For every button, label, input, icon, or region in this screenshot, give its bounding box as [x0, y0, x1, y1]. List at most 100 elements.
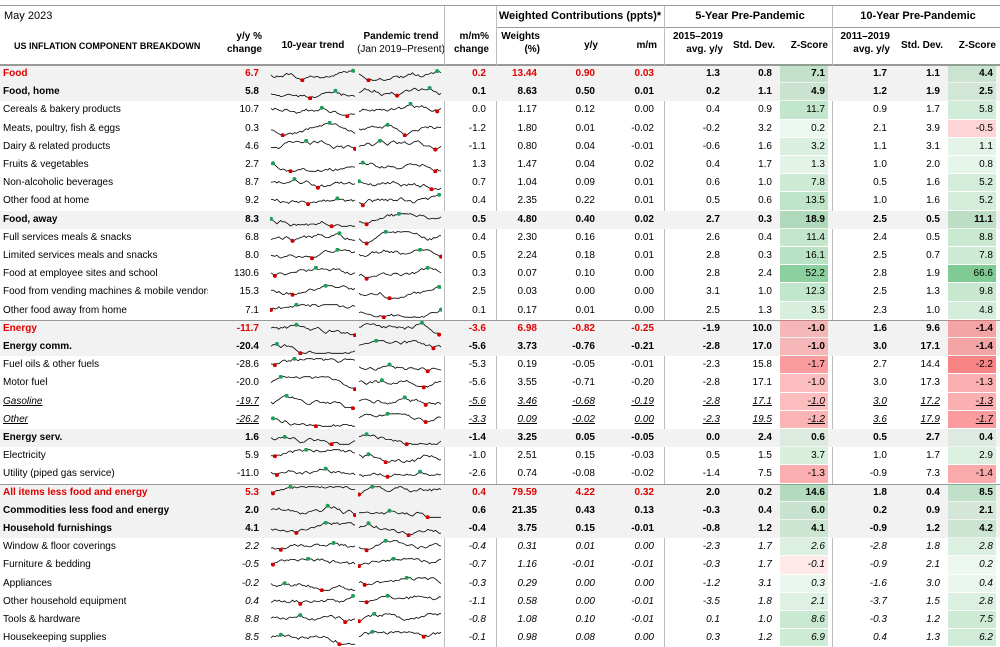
- yy-change: 4.1: [245, 523, 259, 534]
- sparkline-high-marker: [439, 307, 442, 312]
- avg-10y: 1.0: [873, 159, 887, 170]
- avg-5y: 2.5: [706, 304, 720, 316]
- weighted-mm: 0.00: [634, 268, 654, 280]
- sd-5y: 0.4: [758, 231, 772, 243]
- mm-change: 0.5: [472, 250, 486, 261]
- pandemic-trend-sparkline: [358, 378, 442, 390]
- sd-10y: 3.1: [926, 140, 940, 152]
- pandemic-trend-sparkline: [358, 452, 442, 465]
- avg-10y: -0.9: [869, 523, 887, 534]
- zscore-10y: 2.1: [948, 501, 996, 519]
- zscore-10y: -1.3: [948, 392, 996, 410]
- sparkline-high-marker: [292, 177, 297, 182]
- sd-5y: 1.7: [758, 541, 772, 553]
- pandemic-trend-sparkline: [358, 432, 442, 446]
- zscore-5y: 12.3: [780, 283, 828, 301]
- weighted-yy: 0.16: [575, 231, 595, 243]
- avg-10y: 1.2: [873, 86, 887, 98]
- avg-5y: 3.1: [706, 286, 720, 298]
- sparkline-high-marker: [437, 285, 442, 290]
- zscore-5y: -1.2: [780, 410, 828, 428]
- weight: 1.16: [517, 559, 537, 571]
- ten-year-trend-sparkline: [270, 521, 356, 535]
- zscore-10y: 5.2: [948, 192, 996, 210]
- weighted-yy: 0.01: [575, 541, 595, 553]
- sparkline-path: [270, 468, 356, 476]
- row-label: Food: [3, 68, 28, 79]
- sd-10y: 1.8: [926, 541, 940, 553]
- sparkline-high-marker: [385, 122, 390, 127]
- sparkline-high-marker: [274, 341, 279, 346]
- ten-year-trend-sparkline: [270, 416, 356, 428]
- zscore-5y: 0.3: [780, 574, 828, 592]
- weighted-yy: -0.76: [572, 341, 595, 352]
- pandemic-trend-sparkline: [358, 339, 442, 351]
- ten-year-trend-sparkline: [270, 161, 356, 173]
- col-5y-avg-header-1: 2015–2019: [672, 31, 723, 42]
- mm-change: -0.3: [468, 577, 486, 589]
- yy-change: -0.2: [241, 577, 259, 589]
- zscore-5y: -0.1: [780, 556, 828, 574]
- sparkline-low-marker: [385, 475, 390, 480]
- sparkline-path: [358, 308, 442, 318]
- sparkline-low-marker: [387, 296, 392, 301]
- sparkline-path: [270, 595, 356, 605]
- sparkline-high-marker: [292, 357, 297, 361]
- sparkline-high-marker: [323, 466, 328, 471]
- yy-change: -19.7: [236, 395, 259, 407]
- weight: 0.58: [517, 595, 537, 607]
- weighted-mm: 0.00: [634, 104, 654, 116]
- pandemic-trend-sparkline: [358, 229, 442, 246]
- mm-change: 0.7: [472, 177, 486, 189]
- sparkline-low-marker: [298, 351, 303, 355]
- weighted-yy: 0.08: [575, 632, 595, 644]
- sparkline-high-marker: [425, 266, 430, 270]
- yy-change: 4.6: [245, 140, 259, 152]
- sparkline-low-marker: [435, 109, 440, 114]
- zscore-10y: 4.2: [948, 520, 996, 538]
- weighted-mm: 0.00: [634, 286, 654, 298]
- zscore-10y: 0.4: [948, 429, 996, 447]
- avg-5y: -2.8: [702, 395, 720, 407]
- avg-5y: 2.7: [706, 213, 720, 225]
- sparkline-path: [358, 540, 442, 551]
- mm-change: 0.6: [472, 504, 486, 516]
- weighted-yy: 0.01: [575, 304, 595, 316]
- sparkline-low-marker: [395, 93, 400, 98]
- zscore-10y: -1.7: [948, 410, 996, 428]
- sparkline-low-marker: [423, 402, 428, 407]
- pandemic-trend-sparkline: [358, 320, 442, 337]
- sparkline-path: [358, 140, 442, 150]
- yy-change: 9.2: [245, 195, 259, 207]
- sparkline-path: [358, 286, 442, 300]
- mm-change: 0.5: [472, 213, 486, 225]
- weight: 0.03: [517, 286, 537, 298]
- sparkline-path: [358, 340, 442, 349]
- weighted-yy: 0.15: [575, 450, 595, 462]
- sd-10y: 1.7: [926, 104, 940, 116]
- sparkline-path: [270, 90, 356, 99]
- sd-10y: 2.7: [926, 432, 940, 443]
- pandemic-trend-sparkline: [358, 630, 442, 639]
- zscore-10y: 2.9: [948, 447, 996, 465]
- avg-10y: 0.5: [873, 177, 887, 189]
- weighted-yy: 0.10: [575, 268, 595, 280]
- pandemic-trend-sparkline: [358, 508, 441, 519]
- ten-year-trend-sparkline: [270, 466, 356, 478]
- sd-5y: 3.2: [758, 122, 772, 134]
- sparkline-path: [358, 396, 442, 406]
- mm-change: -0.4: [468, 523, 486, 534]
- avg-5y: 2.0: [706, 486, 720, 498]
- sparkline-low-marker: [290, 238, 295, 243]
- col-mm-header-1: m/m%: [459, 31, 489, 42]
- zscore-10y: 8.8: [948, 228, 996, 246]
- zscore-5y: 1.3: [780, 156, 828, 174]
- avg-10y: 3.6: [873, 413, 887, 425]
- pandemic-trend-sparkline: [358, 86, 442, 98]
- weight: 3.55: [517, 377, 537, 389]
- avg-10y: 3.0: [873, 377, 887, 389]
- mm-change: -5.6: [468, 341, 486, 352]
- pandemic-trend-sparkline: [358, 179, 442, 192]
- sd-5y: 1.2: [758, 632, 772, 644]
- sd-5y: 0.3: [758, 250, 772, 261]
